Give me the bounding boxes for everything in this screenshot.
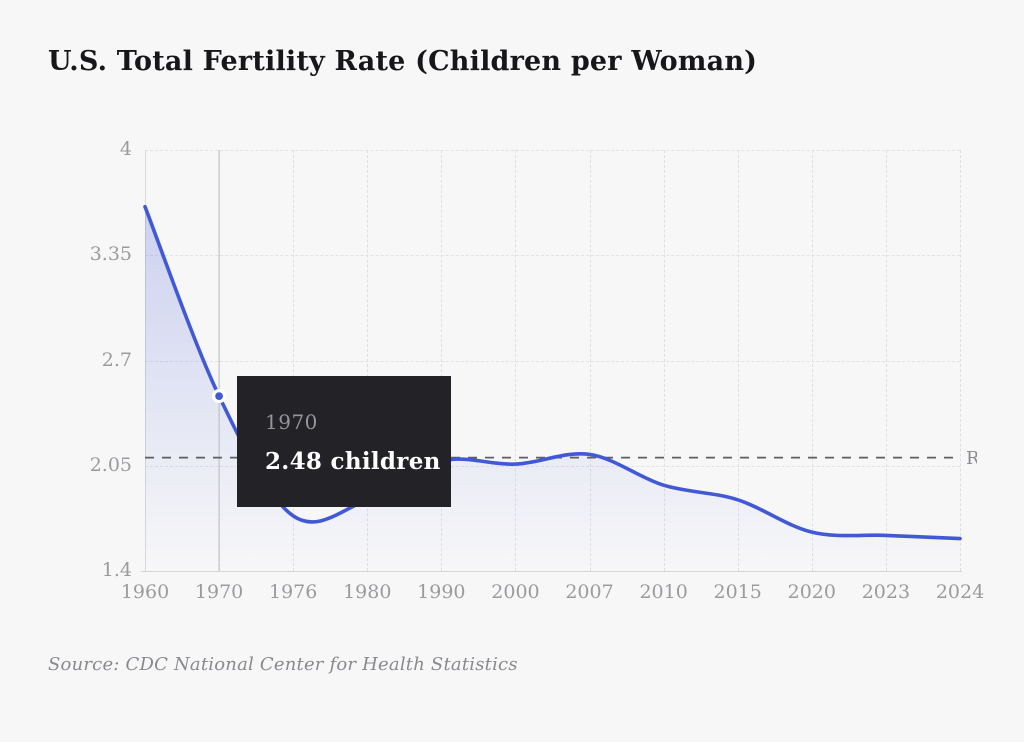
v-gridline: [367, 150, 369, 571]
highlight-point-marker[interactable]: [211, 389, 227, 404]
h-gridline: [145, 150, 960, 151]
x-axis-line: [141, 571, 962, 572]
v-gridline: [441, 150, 443, 571]
x-axis-label: 1980: [343, 581, 392, 603]
v-gridline: [811, 150, 813, 571]
v-gridline: [515, 150, 517, 571]
area-fill: [145, 206, 960, 571]
v-gridline: [737, 150, 739, 571]
h-gridline: [145, 255, 960, 257]
tooltip-value: 2.48 children: [265, 448, 441, 475]
x-axis-label: 1976: [268, 581, 318, 603]
x-axis-label: 2000: [491, 581, 540, 603]
x-axis-label: 2020: [787, 581, 836, 603]
x-axis-label: 2010: [639, 581, 688, 603]
x-axis-label: 1960: [120, 581, 170, 603]
y-axis-label: 1.4: [101, 559, 132, 581]
y-axis-label: 4: [119, 138, 132, 160]
v-gridline: [885, 150, 887, 571]
x-axis-label: 1990: [417, 581, 466, 603]
v-gridline: [589, 150, 591, 571]
tooltip-year: 1970: [265, 410, 318, 434]
tooltip: 1970 2.48 children: [237, 376, 451, 507]
y-axis-label: 2.7: [101, 348, 132, 371]
x-axis-label: 2023: [861, 581, 911, 603]
x-axis-label: 1970: [194, 581, 244, 603]
line-chart-svg[interactable]: [143, 150, 962, 571]
x-axis-label: 2024: [935, 581, 985, 603]
v-gridline: [293, 150, 295, 571]
replacement-line-label: R: [966, 448, 977, 469]
source-note: Source: CDC National Center for Health S…: [48, 654, 518, 675]
v-gridline: [663, 150, 665, 571]
x-axis-label: 2015: [713, 581, 762, 603]
x-axis-label: 2007: [565, 581, 614, 603]
y-axis-label: 2.05: [89, 453, 132, 476]
y-axis-label: 3.35: [89, 243, 132, 266]
v-gridline: [960, 150, 961, 571]
h-gridline: [145, 360, 960, 362]
chart-title: U.S. Total Fertility Rate (Children per …: [48, 46, 758, 77]
